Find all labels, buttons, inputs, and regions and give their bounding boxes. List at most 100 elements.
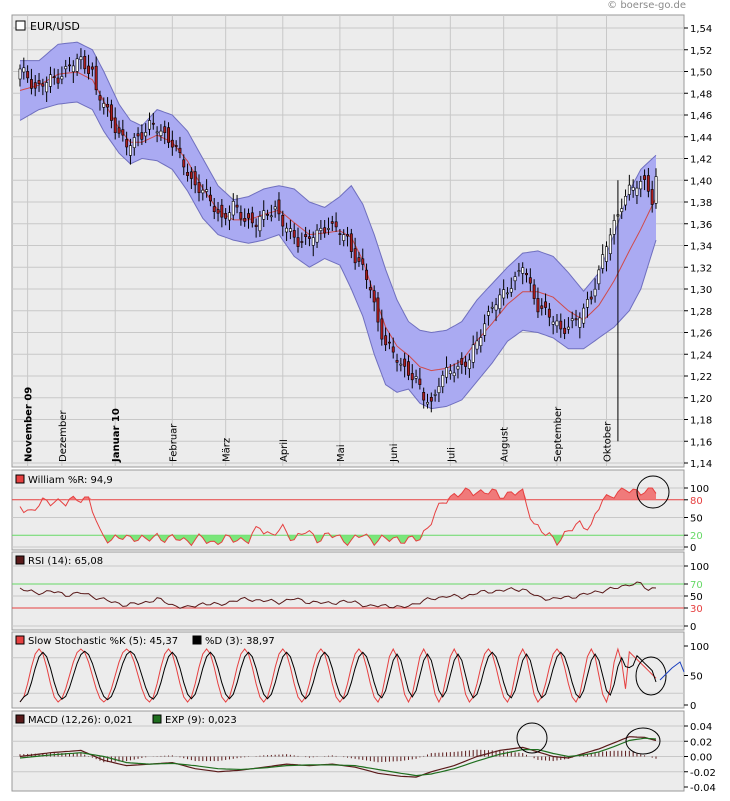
candle-body	[140, 132, 144, 140]
candle-body	[357, 257, 361, 262]
williams-legend: William %R: 94,9	[28, 475, 113, 486]
candle-body	[186, 172, 189, 176]
candle-body	[387, 341, 391, 344]
candle-body	[307, 236, 311, 239]
rsi-legend-swatch	[15, 555, 25, 565]
candle-body	[517, 270, 521, 272]
price-y-tick-label: 1,24	[690, 350, 712, 361]
price-y-tick-label: 1,50	[690, 68, 712, 79]
candle-body	[311, 237, 315, 246]
month-label: Mai	[336, 444, 347, 462]
candle-body	[323, 227, 327, 234]
price-y-tick-label: 1,20	[690, 394, 712, 405]
candle-body	[300, 241, 304, 243]
candle-body	[365, 269, 368, 280]
candle-body	[216, 209, 220, 214]
month-label: Dezember	[58, 410, 69, 462]
candle-body	[52, 76, 56, 78]
candle-body	[620, 208, 624, 213]
candle-body	[277, 199, 281, 215]
williams-overbought-fill	[20, 488, 656, 500]
exp-legend: EXP (9): 0,023	[165, 715, 237, 726]
candle-body	[56, 77, 60, 84]
candle-body	[68, 64, 72, 67]
candle-body	[37, 80, 41, 85]
price-y-tick-label: 1,14	[690, 459, 712, 470]
candle-body	[570, 318, 574, 321]
candle-body	[566, 326, 570, 330]
candle-body	[94, 65, 98, 91]
candle-body	[182, 159, 186, 168]
candle-body	[334, 221, 338, 228]
candle-body	[502, 289, 506, 299]
price-y-tick-label: 1,36	[690, 220, 712, 231]
candle-body	[125, 139, 129, 148]
price-y-tick-label: 1,34	[690, 242, 712, 253]
candle-body	[48, 74, 52, 87]
macd-legend-swatch	[15, 714, 25, 724]
williams-y-tick-label: 80	[690, 496, 703, 507]
candle-body	[593, 288, 597, 297]
candle-body	[106, 104, 110, 108]
candle-body	[456, 366, 460, 370]
candle-body	[338, 233, 342, 235]
candle-body	[224, 213, 228, 219]
bollinger-upper	[20, 41, 657, 334]
candle-body	[102, 103, 106, 108]
candle-body	[170, 139, 174, 148]
candle-body	[650, 189, 654, 205]
rsi-line	[19, 581, 657, 609]
candle-body	[18, 68, 22, 80]
candle-body	[441, 374, 445, 387]
candle-body	[403, 358, 407, 367]
candle-body	[604, 246, 608, 262]
rsi-legend: RSI (14): 65,08	[28, 556, 103, 567]
candle-body	[83, 55, 87, 70]
macd-panel-bg	[11, 710, 685, 792]
rsi-y-tick-label: 50	[690, 592, 703, 603]
price-y-tick-label: 1,54	[690, 24, 712, 35]
williams-y-tick-label: 50	[690, 514, 703, 525]
candle-body	[536, 298, 540, 313]
candle-body	[475, 340, 479, 350]
macd-y-tick-label: -0.02	[690, 768, 716, 779]
candle-body	[60, 76, 64, 80]
candle-body	[426, 402, 429, 405]
candle-body	[26, 71, 30, 79]
candle-body	[288, 228, 292, 232]
stoch-d-line	[19, 650, 657, 703]
candle-body	[460, 358, 464, 365]
candle-body	[174, 145, 178, 147]
candle-body	[372, 290, 376, 303]
rsi-panel-bg	[11, 551, 685, 631]
candle-body	[528, 277, 532, 284]
candle-body	[189, 171, 193, 179]
candle-body	[399, 363, 403, 366]
candle-body	[646, 175, 650, 192]
candle-body	[631, 187, 635, 191]
price-y-tick-label: 1,44	[690, 133, 712, 144]
candle-body	[75, 58, 79, 72]
candle-body	[304, 234, 308, 238]
price-y-tick-label: 1,16	[690, 437, 712, 448]
candle-body	[193, 171, 197, 186]
price-y-tick-label: 1,26	[690, 329, 712, 340]
candle-body	[79, 56, 83, 60]
candle-body	[90, 66, 94, 70]
month-label: Februar	[168, 423, 179, 462]
candle-body	[437, 386, 441, 393]
candle-body	[551, 321, 555, 325]
macd-legend: MACD (12,26): 0,021	[28, 715, 133, 726]
price-y-tick-label: 1,32	[690, 263, 712, 274]
candle-body	[132, 137, 136, 148]
candle-body	[45, 82, 49, 93]
candle-body	[22, 67, 26, 73]
candle-body	[498, 294, 502, 309]
stoch-y-tick-label: 0	[690, 701, 696, 712]
candle-body	[368, 287, 372, 291]
macd-panel: 0.04 0.02 0.00 -0.02 -0.04	[12, 722, 716, 794]
candle-body	[467, 359, 471, 369]
candle-body	[29, 79, 33, 89]
candle-body	[654, 176, 658, 204]
